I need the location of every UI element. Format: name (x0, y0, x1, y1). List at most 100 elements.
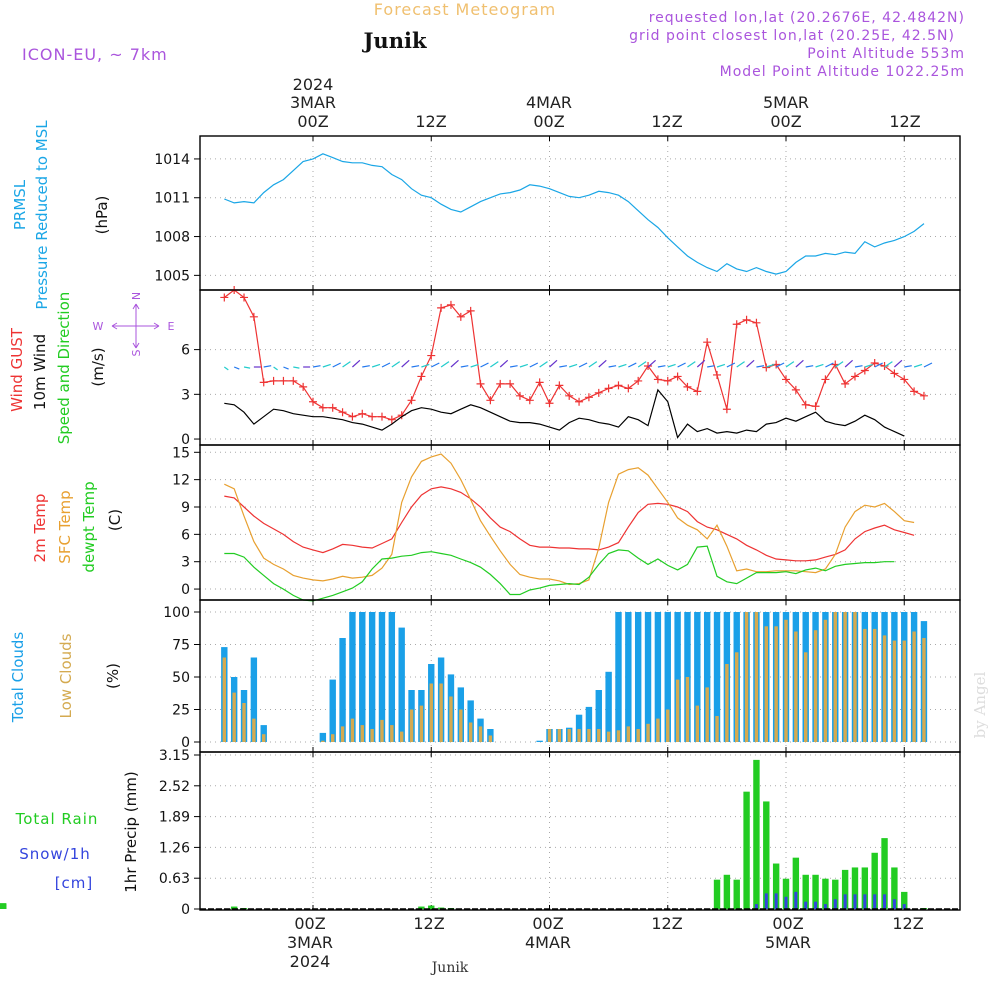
precipitation-frame (199, 751, 961, 911)
low-clouds-bar (321, 740, 325, 742)
wind-arrow (559, 365, 568, 368)
rain-bar (871, 852, 878, 909)
total-rain-title: Total Rain (15, 810, 99, 828)
total-clouds-bar (329, 679, 336, 742)
low-clouds-bar (331, 734, 335, 742)
bottom-axis-label: 00Z 3MAR 2024 (287, 914, 333, 971)
gust-marker (417, 372, 426, 381)
snow-bar (794, 891, 798, 909)
gust-marker (910, 387, 919, 396)
pressure-panel: 1005 1008 1011 1014 (154, 135, 961, 291)
total-clouds-bar (536, 740, 543, 742)
bottom-axis-label: 12Z (413, 914, 444, 933)
wind-arrow (854, 365, 863, 368)
wind-arrow (913, 363, 923, 368)
gust-marker (811, 402, 820, 411)
low-clouds-bar (685, 677, 690, 742)
gust-marker (289, 376, 298, 385)
wind-arrow (362, 365, 370, 368)
total-clouds-bar (595, 690, 602, 742)
low-clouds-bar (843, 612, 847, 742)
y-tick-label: 0 (181, 582, 190, 598)
gust-marker (446, 300, 455, 309)
gust-marker (259, 378, 268, 387)
bottom-axis-line: 5MAR (765, 933, 811, 952)
wind-arrow (549, 359, 558, 368)
low-clouds-bar (636, 729, 640, 742)
y-tick-label: 0 (181, 735, 190, 751)
low-clouds-bar (863, 628, 867, 742)
top-time-axis: 2024 3MAR 00Z 12Z 4MAR 00Z 12Z 5MAR 00Z … (290, 75, 921, 131)
rain-bar (802, 874, 809, 909)
total-clouds-bar (634, 612, 642, 742)
gust-marker (713, 370, 722, 379)
wind-speed-dir-title: Speed and Direction (55, 292, 73, 445)
gust-marker (407, 396, 416, 405)
low-clouds-bar (675, 679, 680, 742)
low-clouds-bar (468, 722, 473, 742)
pressure-titles: PRMSL Pressure Reduced to MSL (hPa) (11, 120, 111, 310)
wind-arrow (795, 359, 804, 368)
wind-arrow (352, 359, 361, 368)
wind-panel: 0 3 6 (181, 286, 961, 448)
total-clouds-bar (467, 700, 474, 742)
wind-arrow (628, 362, 637, 368)
low-clouds-bar (656, 718, 660, 742)
wind-arrow (756, 365, 765, 368)
y-tick-label: 75 (172, 638, 190, 654)
low-clouds-bar (902, 640, 906, 742)
rain-bar (418, 906, 425, 909)
low-clouds-bar (597, 729, 601, 742)
wind-arrow (391, 361, 401, 368)
snow-bar (764, 893, 768, 909)
temperature-panel: 0 3 6 9 12 15 (172, 444, 961, 602)
wind-arrow (716, 363, 726, 368)
wind-gust-title: Wind GUST (8, 327, 26, 412)
wind-arrow (539, 361, 548, 368)
y-tick-label: 9 (181, 500, 190, 516)
low-clouds-bar (823, 619, 828, 742)
wind-arrow (864, 363, 873, 368)
wind-arrow (785, 361, 795, 368)
wind-arrow (243, 366, 251, 369)
wind-arrow (273, 366, 278, 371)
gust-marker (220, 293, 229, 302)
low-clouds-bar (262, 734, 266, 742)
rain-bar (792, 857, 800, 909)
gust-marker (821, 375, 830, 384)
gust-marker (850, 372, 859, 381)
low-clouds-bar (567, 729, 571, 742)
total-clouds-bar (644, 612, 652, 742)
2m-temp-line (224, 486, 915, 562)
top-axis-line: 00Z (297, 112, 328, 131)
snow-bar (774, 893, 778, 909)
wind-arrow (707, 365, 715, 368)
wind-arrow (421, 363, 430, 368)
rain-bar (861, 867, 869, 909)
low-clouds-bar (882, 635, 887, 742)
y-tick-label: 1011 (154, 191, 190, 207)
snow-bar (843, 894, 847, 909)
gust-marker (732, 320, 741, 329)
total-clouds-bar (388, 612, 396, 742)
gust-marker (387, 415, 396, 424)
wind-arrow (569, 363, 578, 368)
wind-arrow (834, 361, 844, 368)
wind-arrow (598, 359, 607, 368)
wind-arrow (322, 363, 331, 368)
low-clouds-bar (242, 703, 246, 742)
wind-arrow (726, 362, 736, 368)
low-clouds-bar (577, 729, 581, 742)
low-clouds-title: Low Clouds (57, 633, 75, 718)
bottom-axis-line: 00Z (532, 914, 563, 933)
low-clouds-bar (350, 718, 355, 742)
low-clouds-bar (449, 696, 453, 742)
wind-arrow (618, 363, 627, 368)
top-axis-line: 4MAR (526, 93, 572, 112)
low-clouds-bar (794, 631, 798, 742)
gust-marker (614, 381, 623, 390)
low-clouds-bar (419, 705, 424, 742)
top-axis-line: 3MAR (290, 93, 336, 112)
gust-marker (782, 375, 790, 384)
gust-marker (752, 318, 761, 327)
